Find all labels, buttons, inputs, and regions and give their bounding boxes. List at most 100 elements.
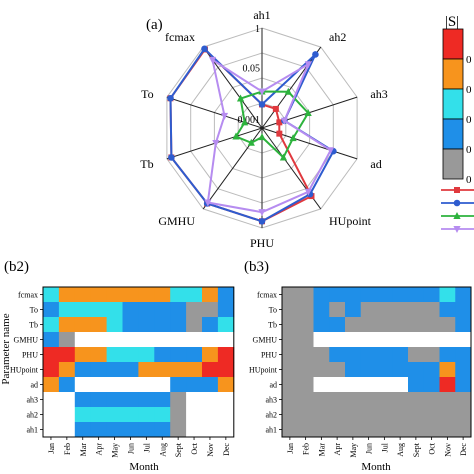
heatmap-cell: [58, 377, 76, 393]
heatmap-cell: [360, 377, 377, 393]
heatmap-cell: [329, 422, 346, 438]
y-tick-label: PHU: [261, 351, 277, 360]
radar-series-2-point: [258, 133, 266, 141]
heatmap-cell: [106, 362, 123, 378]
b3-xlabel: Month: [361, 461, 391, 473]
heatmap-cell: [376, 362, 393, 378]
heatmap-cell: [392, 377, 409, 393]
heatmap-cell: [408, 407, 425, 423]
radar-series-1-point: [312, 51, 319, 58]
radar-series-3-point: [258, 209, 266, 217]
heatmap-cell: [282, 362, 299, 378]
heatmap-cell: [217, 392, 235, 408]
heatmap-cell: [329, 302, 346, 318]
heatmap-cell: [423, 332, 440, 348]
heatmap-cell: [392, 287, 409, 303]
heatmap-cell: [202, 287, 219, 303]
heatmap-cell: [138, 332, 155, 348]
heatmap-cell: [170, 287, 187, 303]
heatmap-cell: [202, 392, 219, 408]
heatmap-cell: [58, 302, 76, 318]
x-tick-label: Mar: [79, 443, 88, 457]
heatmap-cell: [170, 362, 187, 378]
heatmap-cell: [439, 392, 456, 408]
heatmap-cell: [376, 347, 393, 363]
heatmap-cell: [74, 332, 92, 348]
heatmap-cell: [58, 362, 76, 378]
radar-legend: [441, 187, 474, 233]
heatmap-cell: [186, 347, 203, 363]
heatmap-cell: [297, 332, 314, 348]
radar-axis-label-To: To: [141, 87, 154, 101]
heatmap-cell: [423, 377, 440, 393]
heatmap-cell: [90, 302, 107, 318]
radar-series-2-point: [241, 118, 249, 126]
heatmap-cell: [170, 392, 187, 408]
heatmap-cell: [217, 332, 235, 348]
colorbar-cell: [442, 148, 464, 180]
heatmap-cell: [376, 332, 393, 348]
heatmap-cell: [423, 362, 440, 378]
heatmap-cell: [43, 407, 60, 423]
colorbar-cell: [442, 118, 464, 150]
heatmap-cell: [282, 407, 299, 423]
heatmap-cell: [217, 317, 235, 333]
y-tick-label: Tb: [268, 321, 277, 330]
heatmap-cell: [154, 392, 171, 408]
x-tick-label: Apr: [95, 443, 104, 456]
heatmap-cell: [408, 317, 425, 333]
x-tick-label: Jun: [365, 443, 374, 454]
x-tick-label: Sept: [412, 442, 421, 457]
heatmap-cell: [58, 332, 76, 348]
heatmap-cell: [170, 377, 187, 393]
heatmap-cell: [43, 287, 60, 303]
heatmap-cell: [329, 332, 346, 348]
heatmap-cell: [106, 422, 123, 438]
x-tick-label: Aug: [158, 443, 167, 457]
heatmap-cell: [439, 287, 456, 303]
heatmap-cell: [408, 347, 425, 363]
radar-series-3-point: [212, 139, 220, 147]
heatmap-frame: [281, 286, 472, 438]
heatmap-cell: [376, 407, 393, 423]
panel-label-b3: (b3): [244, 259, 269, 275]
y-tick-label: HUpoint: [249, 366, 278, 375]
colorbar-cell: [442, 58, 464, 90]
heatmap-cell: [122, 347, 139, 363]
heatmap-cell: [122, 362, 139, 378]
heatmap-cell: [345, 347, 362, 363]
heatmap-cell: [282, 287, 299, 303]
radar-series-3-point: [326, 147, 335, 155]
radar-radial-ticks: 1 0.05 0.001: [238, 24, 261, 126]
y-tick-label: HUpoint: [10, 366, 39, 375]
heatmap-cell: [313, 407, 330, 423]
radar-series-2-point: [289, 134, 297, 142]
heatmap-cell: [217, 287, 235, 303]
heatmap-cell: [122, 332, 139, 348]
heatmap-cell: [297, 302, 314, 318]
colorbar-cell: [442, 88, 464, 120]
x-tick-label: Jun: [126, 443, 135, 454]
heatmap-cell: [90, 407, 107, 423]
heatmap-cell: [138, 302, 155, 318]
radar-axis-label-PHU: PHU: [250, 236, 274, 250]
x-tick-label: Sept: [174, 442, 183, 457]
heatmap-cell: [345, 362, 362, 378]
heatmap-cell: [439, 302, 456, 318]
heatmap-cell: [122, 422, 139, 438]
heatmap-cell: [186, 392, 203, 408]
heatmap-cell: [439, 362, 456, 378]
heatmap-cell: [329, 407, 346, 423]
radar-spoke-ah2: [261, 46, 322, 129]
x-tick-label: Dec: [459, 443, 468, 456]
radar-rtick-label: 1: [255, 24, 260, 35]
heatmap-cell: [455, 317, 472, 333]
heatmap-cell: [138, 362, 155, 378]
radar-axis-label-ah1: ah1: [253, 8, 270, 22]
x-tick-label: Feb: [302, 443, 311, 455]
heatmap-cell: [439, 332, 456, 348]
legend-marker-2: [453, 212, 461, 219]
x-tick-label: Jul: [142, 442, 151, 452]
heatmap-cell: [90, 362, 107, 378]
